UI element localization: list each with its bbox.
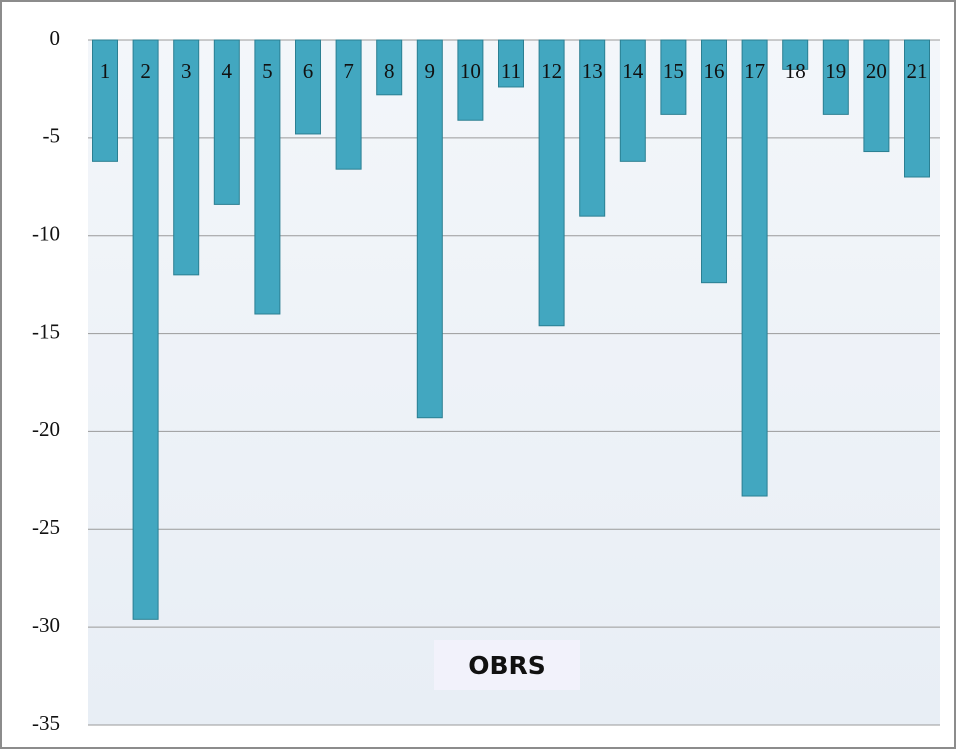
bar: [254, 39, 281, 315]
x-tick-label: 12: [541, 59, 562, 83]
bar: [619, 39, 646, 162]
bar: [579, 39, 606, 217]
x-tick-label: 9: [425, 59, 436, 83]
y-tick-label: -10: [32, 222, 60, 246]
x-tick-label: 5: [262, 59, 273, 83]
x-label-box: [434, 640, 580, 690]
bar: [457, 39, 484, 121]
x-tick-label: 1: [100, 59, 111, 83]
bar: [335, 39, 362, 170]
x-tick-label: 21: [907, 59, 928, 83]
y-tick-label: 0: [50, 26, 61, 50]
bar: [376, 39, 403, 96]
x-axis-label: OBRS: [468, 651, 546, 680]
bar: [863, 39, 890, 153]
x-tick-label: 3: [181, 59, 192, 83]
x-tick-label: 13: [582, 59, 603, 83]
y-tick-label: -15: [32, 319, 60, 343]
bar: [538, 39, 565, 327]
x-tick-label: 16: [704, 59, 725, 83]
bar: [782, 39, 809, 70]
y-tick-label: -5: [43, 124, 61, 148]
x-tick-label: 10: [460, 59, 481, 83]
x-tick-label: 2: [140, 59, 151, 83]
x-tick-label: 20: [866, 59, 887, 83]
x-tick-label: 11: [501, 59, 521, 83]
x-tick-label: 8: [384, 59, 395, 83]
bar: [660, 39, 687, 115]
bar: [416, 39, 443, 419]
bar: [741, 39, 768, 497]
bar: [822, 39, 849, 115]
bar: [295, 39, 321, 135]
x-tick-label: 4: [222, 59, 233, 83]
x-tick-label: 15: [663, 59, 684, 83]
bar: [173, 39, 200, 276]
x-tick-label: 18: [785, 59, 806, 83]
y-tick-label: -30: [32, 613, 60, 637]
bar: [904, 39, 930, 178]
y-tick-label: -35: [32, 711, 60, 735]
x-tick-label: 7: [343, 59, 354, 83]
y-tick-label: -20: [32, 417, 60, 441]
x-tick-label: 14: [622, 59, 644, 83]
bar: [701, 39, 727, 284]
bar: [132, 39, 159, 620]
x-tick-label: 6: [303, 59, 314, 83]
y-tick-label: -25: [32, 515, 60, 539]
x-tick-label: 17: [744, 59, 765, 83]
bar: [92, 39, 118, 162]
x-tick-label: 19: [825, 59, 846, 83]
bar: [498, 39, 524, 88]
bar: [213, 39, 240, 205]
